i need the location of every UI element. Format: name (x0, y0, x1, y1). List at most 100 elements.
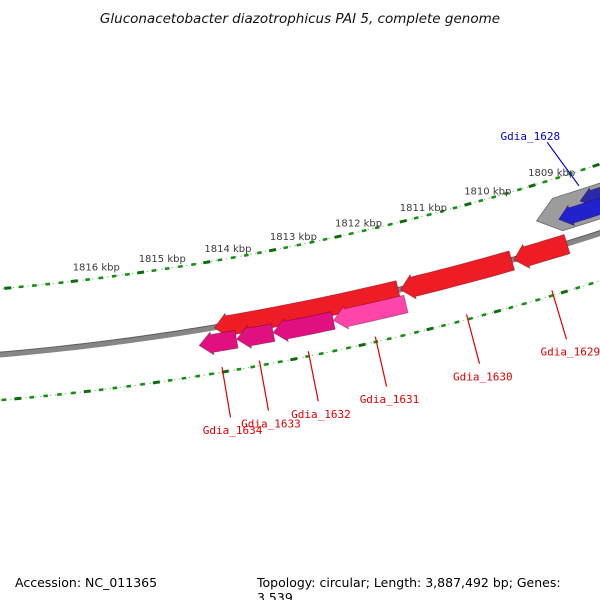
major-tick (290, 357, 298, 362)
ruler-label: 1813 kbp (270, 232, 317, 243)
gene-label-gdia-1631[interactable]: Gdia_1631 (360, 393, 420, 406)
minor-tick (521, 301, 527, 306)
gene-arrow-gdia-1629[interactable] (513, 234, 571, 270)
gene-label-gdia-1628[interactable]: Gdia_1628 (500, 130, 560, 143)
minor-tick (386, 336, 392, 341)
gene-label-gdia-1629[interactable]: Gdia_1629 (540, 346, 600, 359)
major-tick (399, 218, 407, 224)
minor-tick (535, 297, 541, 302)
genome-summary-text: Topology: circular; Length: 3,887,492 bp… (257, 575, 561, 600)
minor-tick (413, 216, 419, 220)
minor-tick (575, 285, 581, 290)
minor-tick (256, 251, 262, 255)
minor-tick (250, 365, 256, 369)
label-leader-line-gdia-1628 (546, 141, 580, 187)
gene-label-gdia-1634[interactable]: Gdia_1634 (203, 424, 263, 437)
minor-tick (112, 386, 118, 390)
ruler-label: 1812 kbp (335, 218, 382, 229)
minor-tick (230, 255, 236, 260)
ruler-label: 1811 kbp (400, 203, 447, 214)
minor-tick (478, 198, 484, 203)
major-tick (14, 396, 22, 401)
major-tick (560, 289, 569, 295)
minor-tick (98, 388, 104, 392)
minor-tick (439, 209, 445, 214)
gene-label-gdia-1630[interactable]: Gdia_1630 (453, 370, 513, 383)
minor-tick (318, 351, 324, 356)
gene-label-gdia-1632[interactable]: Gdia_1632 (291, 408, 351, 421)
minor-tick (217, 258, 223, 262)
minor-tick (111, 274, 117, 278)
major-tick (426, 326, 434, 332)
genome-title: Gluconacetobacter diazotrophicus PAI 5, … (99, 11, 501, 27)
minor-tick (400, 333, 406, 338)
ruler-label: 1809 kbp (528, 168, 575, 179)
label-leader-line-gdia-1634 (221, 367, 232, 418)
minor-tick (491, 195, 497, 199)
minor-tick (348, 231, 354, 236)
major-tick (136, 270, 145, 275)
ruler-label: 1810 kbp (464, 186, 511, 197)
tick-arc-outer (0, 163, 600, 290)
minor-tick (548, 293, 554, 298)
minor-tick (332, 349, 338, 353)
minor-tick (508, 305, 514, 310)
gene-arrow-gdia-1628[interactable] (558, 194, 600, 227)
major-tick (203, 260, 211, 265)
status-bar: Accession: NC_011365 Topology: circular;… (0, 572, 600, 600)
minor-tick (57, 392, 62, 396)
gene-arrow-gdia-1633[interactable] (236, 323, 276, 350)
minor-tick (236, 367, 242, 371)
minor-tick (191, 262, 197, 267)
major-tick (83, 389, 91, 394)
minor-tick (309, 240, 315, 244)
ruler-label: 1816 kbp (73, 263, 120, 274)
minor-tick (181, 376, 187, 380)
minor-tick (167, 378, 173, 382)
minor-tick (516, 187, 522, 192)
minor-tick (126, 384, 132, 388)
gene-arrow-gdia-1630[interactable] (399, 250, 516, 300)
gene-arrow-gdia-1632[interactable] (272, 311, 336, 343)
minor-tick (542, 179, 548, 184)
major-tick (592, 162, 600, 168)
minor-tick (140, 382, 145, 386)
minor-tick (426, 212, 432, 217)
ruler-label: 1814 kbp (204, 244, 251, 255)
minor-tick (283, 245, 289, 250)
label-leader-line-gdia-1632 (307, 351, 319, 402)
major-tick (493, 308, 502, 314)
minor-tick (98, 276, 104, 280)
major-tick (528, 183, 536, 189)
minor-tick (361, 228, 367, 233)
minor-tick (277, 360, 283, 364)
accession-text: Accession: NC_011365 (15, 575, 158, 590)
minor-tick (454, 320, 460, 324)
minor-tick (467, 316, 474, 321)
label-leader-line-gdia-1630 (465, 314, 481, 364)
minor-tick (481, 313, 487, 317)
minor-tick (588, 281, 594, 286)
tick-arc-inner (0, 280, 600, 401)
minor-tick (243, 253, 249, 257)
minor-tick (452, 205, 458, 210)
minor-tick (580, 167, 586, 172)
minor-tick (70, 391, 76, 395)
ruler-label: 1815 kbp (139, 254, 186, 265)
minor-tick (177, 264, 183, 269)
minor-tick (58, 281, 64, 285)
gene-arrow-gdia-1634[interactable] (198, 329, 239, 356)
label-leader-line-gdia-1631 (374, 336, 388, 387)
minor-tick (208, 372, 215, 376)
minor-tick (164, 266, 170, 271)
minor-tick (124, 272, 130, 276)
gene-arrow-gdia-1631[interactable] (332, 294, 409, 330)
minor-tick (195, 374, 201, 378)
minor-tick (322, 237, 328, 242)
minor-tick (503, 191, 510, 196)
gene-label-gdia-1633[interactable]: Gdia_1633 (241, 418, 301, 431)
minor-tick (373, 340, 379, 344)
major-tick (358, 342, 366, 348)
minor-tick (345, 346, 351, 350)
major-tick (70, 279, 78, 283)
